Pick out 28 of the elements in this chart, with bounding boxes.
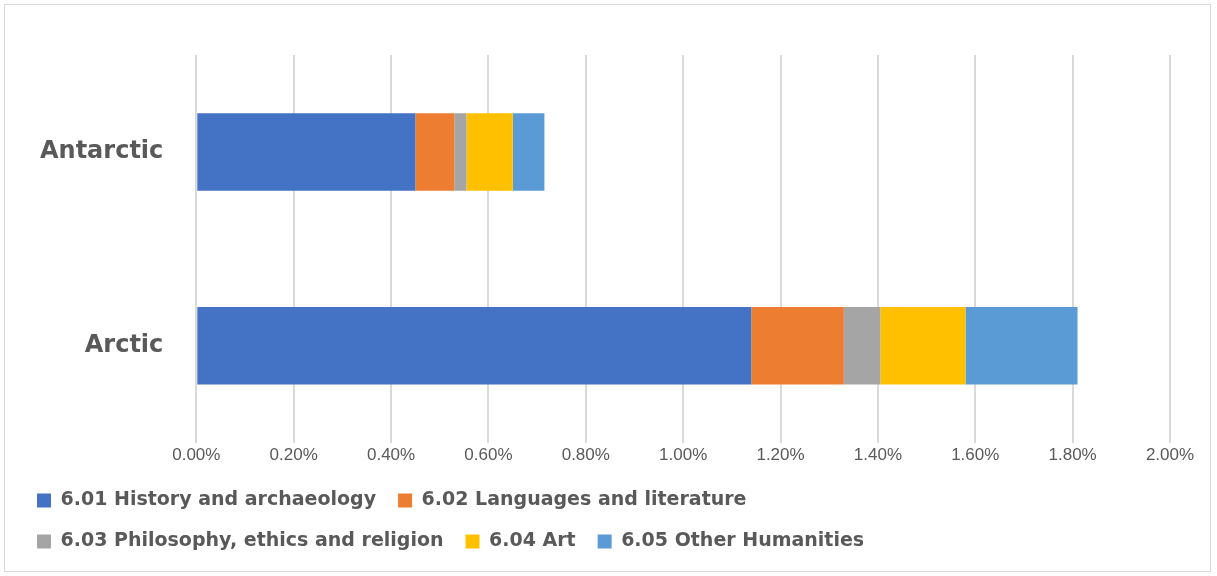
legend-label: 6.04 Art [488, 528, 576, 551]
bar [880, 306, 966, 385]
bar [197, 306, 752, 385]
x-tick-label: 0.80% [561, 445, 610, 465]
bar [454, 113, 467, 191]
legend-label: 6.05 Other Humanities [621, 528, 865, 551]
y-tick-label: Arctic [84, 329, 164, 358]
bar [751, 306, 844, 385]
legend-label: 6.03 Philosophy, ethics and religion [60, 528, 444, 551]
x-tick-label: 1.80% [1048, 445, 1097, 465]
bar [197, 113, 416, 191]
x-tick-label: 0.20% [269, 445, 318, 465]
x-tick-label: 2.00% [1145, 445, 1195, 465]
x-tick-label: 0.60% [464, 445, 513, 465]
bar [965, 306, 1078, 385]
y-tick-label: Antarctic [39, 136, 164, 165]
bar [843, 306, 881, 385]
bar [466, 113, 513, 191]
bar [512, 113, 545, 191]
x-tick-label: 0.40% [366, 445, 416, 465]
x-tick-label: 0.00% [172, 445, 221, 465]
x-tick-label: 1.40% [853, 445, 902, 465]
bar [415, 113, 455, 191]
x-tick-label: 1.00% [659, 445, 708, 465]
legend-label: 6.01 History and archaeology [60, 487, 377, 510]
x-tick-label: 1.60% [951, 445, 1000, 465]
legend-label: 6.02 Languages and literature [421, 487, 747, 510]
x-tick-label: 1.20% [756, 445, 805, 465]
